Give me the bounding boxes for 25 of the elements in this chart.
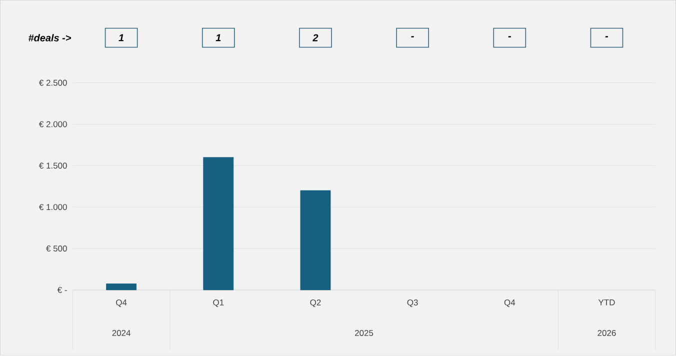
text: -	[411, 36, 414, 38]
y-tick-label: € 2.000	[39, 121, 67, 128]
y-tick-label: € 1.000	[39, 204, 67, 210]
y-tick-label: € 500	[46, 246, 67, 252]
bar	[300, 190, 331, 290]
text: -	[605, 36, 608, 38]
y-tick-label: € 1.500	[39, 162, 67, 169]
text: -	[508, 36, 512, 38]
x-tick-label: Q4	[116, 300, 127, 308]
bar	[203, 157, 234, 290]
text: 2025	[355, 330, 374, 336]
x-tick-label: Q2	[310, 300, 321, 308]
y-tick-label: € -	[57, 287, 67, 294]
text: #deals ->	[28, 34, 72, 42]
text: 2024	[112, 330, 130, 336]
text: 2026	[598, 330, 616, 336]
text: 1	[118, 34, 124, 42]
text: 2	[312, 34, 318, 42]
y-tick-label: € 2.500	[39, 80, 67, 86]
x-tick-label: Q1	[213, 300, 224, 308]
x-tick-label: Q3	[407, 300, 418, 308]
text: 1	[216, 34, 221, 42]
bar	[106, 284, 137, 290]
x-tick-label: Q4	[504, 300, 516, 308]
x-tick-label: YTD	[598, 300, 615, 306]
